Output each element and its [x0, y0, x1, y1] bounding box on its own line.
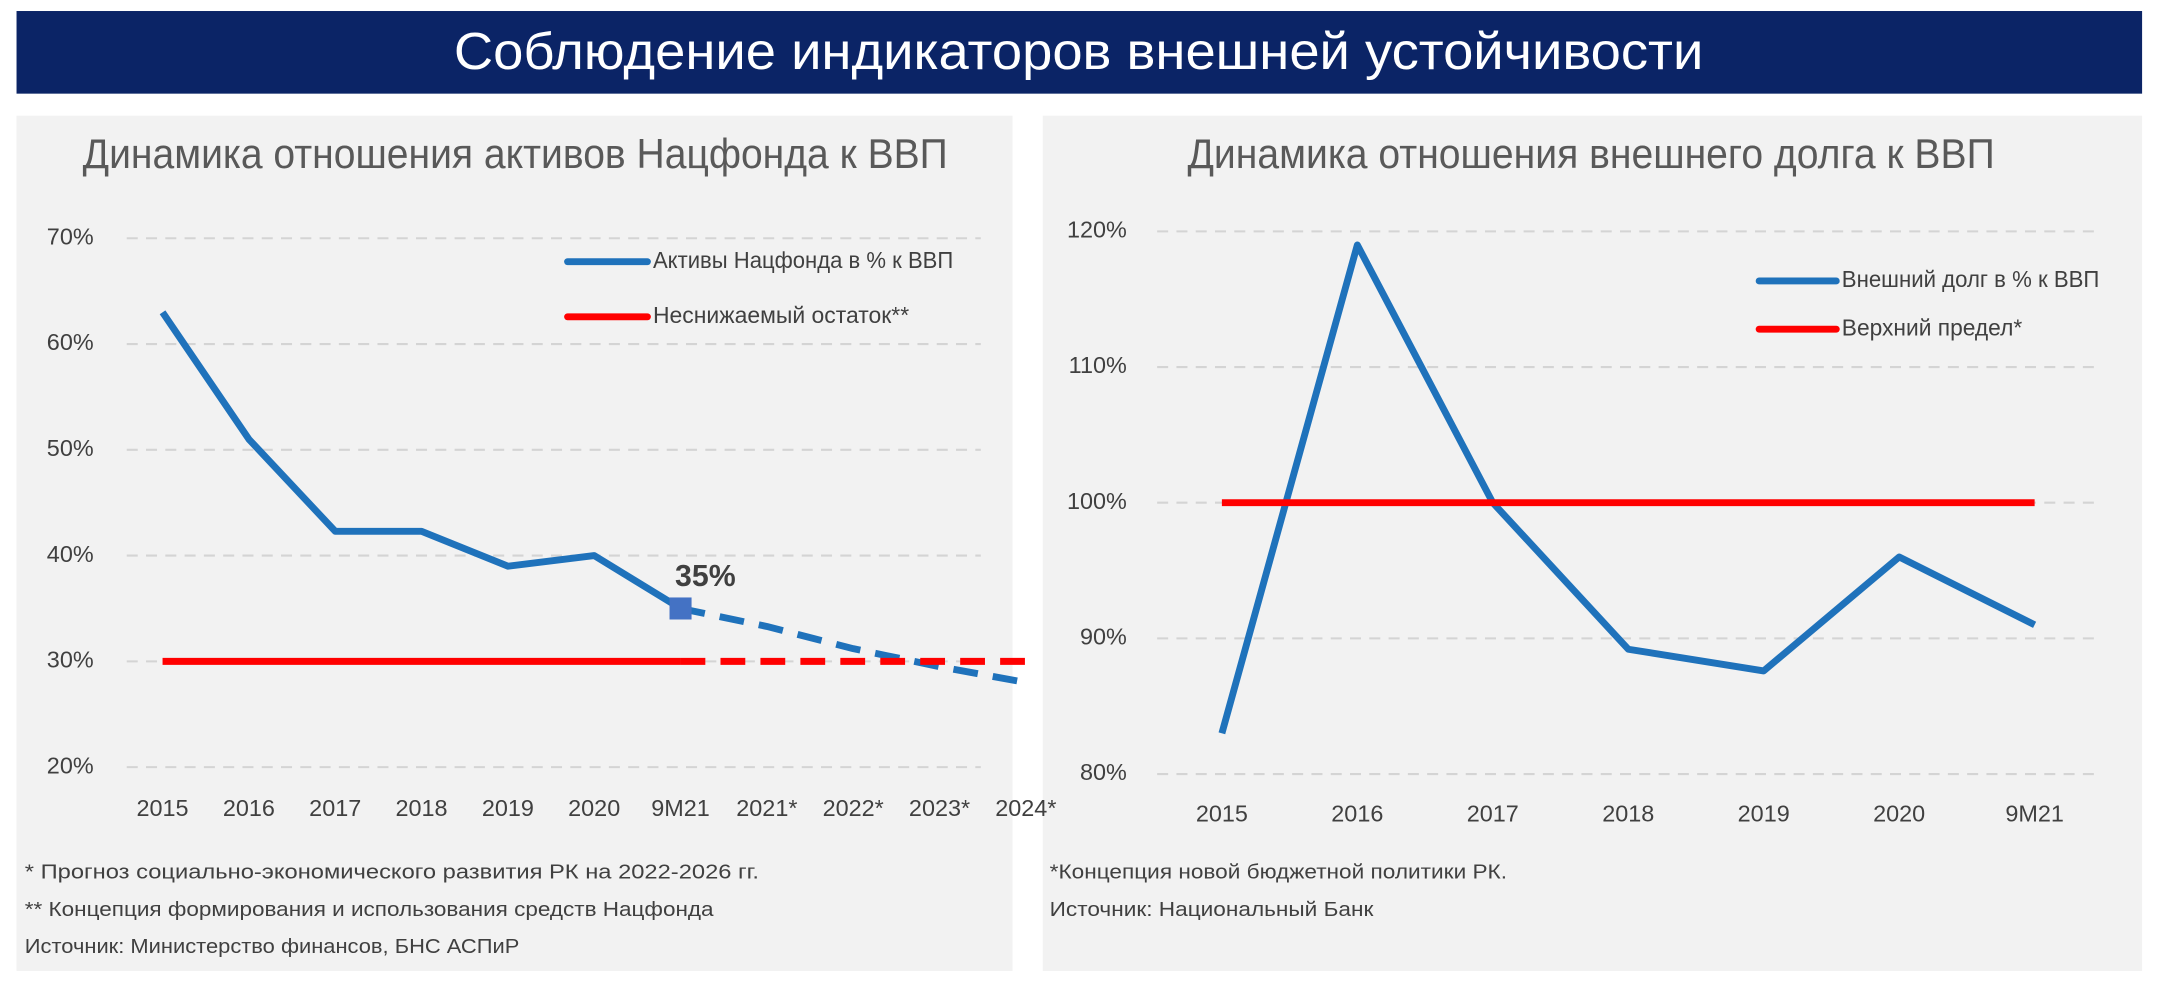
y-tick-label: 40%	[47, 541, 94, 567]
x-tick-label: 2018	[396, 795, 448, 821]
footnote: * Прогноз социально-экономического разви…	[25, 861, 759, 884]
legend-label: Неснижаемый остаток**	[653, 302, 909, 328]
panel	[16, 115, 1013, 971]
page-title: Соблюдение индикаторов внешней устойчиво…	[454, 23, 1703, 81]
legend-label: Активы Нацфонда в % к ВВП	[653, 247, 953, 273]
y-tick-label: 70%	[47, 223, 94, 249]
x-tick-label: 2024*	[995, 795, 1056, 821]
x-tick-label: 2017	[309, 795, 361, 821]
legend-label: Верхний предел*	[1842, 314, 2022, 340]
legend-label: Внешний долг в % к ВВП	[1842, 266, 2100, 292]
x-tick-label: 2023*	[909, 795, 970, 821]
x-tick-label: 2022*	[823, 795, 884, 821]
y-tick-label: 30%	[47, 647, 94, 673]
chart-title: Динамика отношения активов Нацфонда к ВВ…	[83, 131, 948, 177]
data-label: 35%	[675, 560, 736, 593]
title-banner	[16, 11, 2143, 94]
y-tick-label: 90%	[1080, 624, 1127, 650]
y-tick-label: 50%	[47, 435, 94, 461]
series-line	[679, 605, 1027, 686]
y-tick-label: 80%	[1080, 759, 1127, 785]
x-tick-label: 9M21	[651, 795, 710, 821]
x-tick-label: 2020	[568, 795, 620, 821]
x-tick-label: 2021*	[736, 795, 797, 821]
chart-title: Динамика отношения внешнего долга к ВВП	[1187, 131, 1994, 177]
y-tick-label: 20%	[47, 752, 94, 778]
point-marker	[669, 597, 692, 620]
x-tick-label: 2019	[482, 795, 534, 821]
y-tick-label: 120%	[1067, 217, 1127, 243]
footnote: ** Концепция формирования и использовани…	[25, 898, 714, 921]
y-tick-label: 60%	[47, 329, 94, 355]
x-tick-label: 9M21	[2005, 801, 2064, 827]
y-tick-label: 110%	[1069, 352, 1127, 378]
y-tick-label: 100%	[1067, 488, 1127, 514]
x-tick-label: 2015	[1196, 801, 1248, 827]
source-note: Источник: Министерство финансов, БНС АСП…	[25, 935, 520, 958]
x-tick-label: 2019	[1738, 801, 1790, 827]
x-tick-label: 2018	[1602, 801, 1654, 827]
series-line	[1218, 241, 2037, 735]
x-tick-label: 2017	[1467, 801, 1519, 827]
footnote: *Концепция новой бюджетной политики РК.	[1050, 861, 1507, 884]
x-tick-label: 2016	[1331, 801, 1383, 827]
x-tick-label: 2015	[137, 795, 189, 821]
panel	[1042, 115, 2143, 971]
x-tick-label: 2020	[1873, 801, 1925, 827]
x-tick-label: 2016	[223, 795, 275, 821]
source-note: Источник: Национальный Банк	[1050, 898, 1375, 921]
series-line	[159, 310, 683, 612]
